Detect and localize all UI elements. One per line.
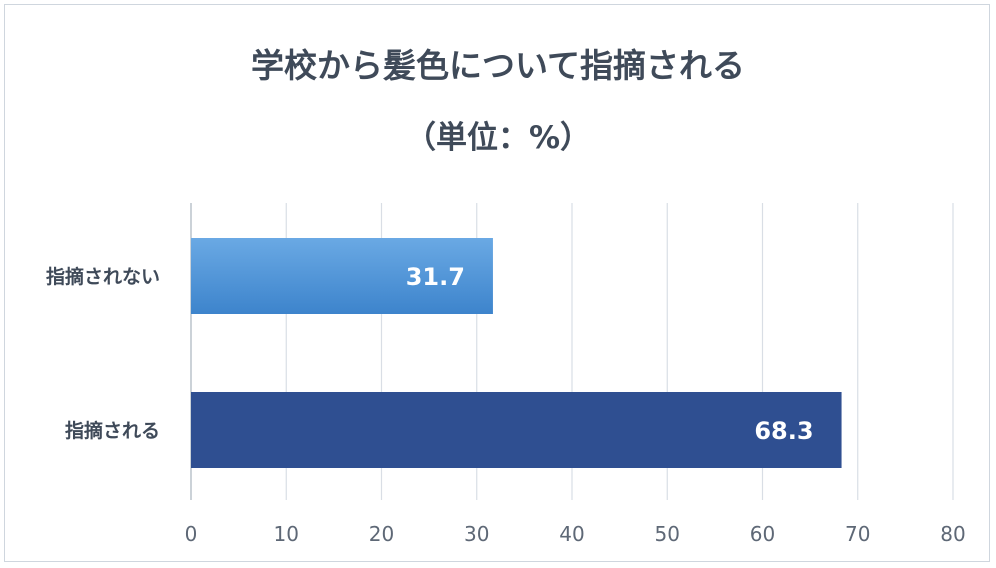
x-tick-label: 0 xyxy=(185,522,198,546)
category-label: 指摘される xyxy=(65,419,160,442)
x-tick-label: 40 xyxy=(559,522,584,546)
category-label: 指摘されない xyxy=(46,265,160,288)
data-labels: 31.7 68.3 xyxy=(406,263,814,445)
x-tick-label: 50 xyxy=(655,522,680,546)
bar-1 xyxy=(191,238,493,314)
chart-frame xyxy=(4,4,990,562)
x-tick-label: 30 xyxy=(464,522,489,546)
bar-2 xyxy=(191,392,842,468)
x-tick-label: 20 xyxy=(369,522,394,546)
x-tick-label: 60 xyxy=(750,522,775,546)
x-axis: 0 10 20 30 40 50 60 70 80 xyxy=(185,522,966,546)
bars xyxy=(191,238,842,468)
x-tick-label: 80 xyxy=(940,522,965,546)
x-tick-label: 10 xyxy=(274,522,299,546)
chart-subtitle: （単位：%） xyxy=(404,120,592,156)
chart-title: 学校から髪色について指摘される xyxy=(250,46,745,85)
data-label: 31.7 xyxy=(406,263,465,291)
x-tick-label: 70 xyxy=(845,522,870,546)
data-label: 68.3 xyxy=(754,417,813,445)
